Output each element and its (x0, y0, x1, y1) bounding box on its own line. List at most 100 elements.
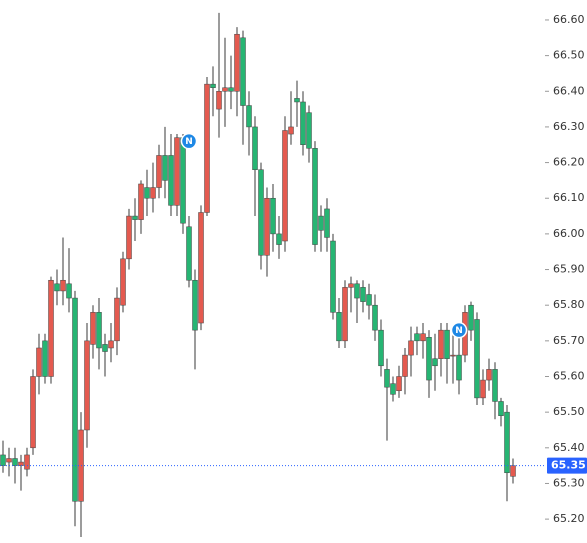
candle-body (288, 126, 294, 135)
candle-body (24, 454, 30, 470)
y-tick-label: 65.80 (553, 298, 585, 311)
candle-body (216, 91, 222, 110)
y-tick-label: 65.40 (553, 441, 585, 454)
candle-body (336, 312, 342, 342)
candle-body (396, 376, 402, 392)
news-marker-label: N (185, 137, 193, 147)
candle-body (96, 312, 102, 349)
y-tick-label: 65.30 (553, 476, 585, 489)
y-tick-label: 65.90 (553, 263, 585, 276)
candle-body (432, 358, 438, 367)
candle-body (378, 329, 384, 367)
candle-body (318, 215, 324, 231)
candle-body (342, 287, 348, 342)
current-price-label: 65.35 (551, 459, 586, 472)
candle-body (108, 340, 114, 349)
candle-body (270, 197, 276, 235)
candle-body (90, 312, 96, 345)
candle-body (456, 354, 462, 381)
y-tick-label: 66.20 (553, 156, 585, 169)
candle-body (42, 340, 48, 377)
candle-body (468, 304, 474, 331)
current-price-box (547, 457, 587, 474)
candle-body (174, 137, 180, 206)
y-tick-label: 65.50 (553, 405, 585, 418)
candle-body (414, 333, 420, 342)
candle-body (312, 148, 318, 245)
candle-body (204, 83, 210, 213)
candle-body (438, 329, 444, 359)
y-tick-label: 66.40 (553, 84, 585, 97)
candle-body (306, 112, 312, 149)
candle-body (144, 187, 150, 199)
y-tick-label: 66.50 (553, 49, 585, 62)
candle-body (126, 215, 132, 260)
candle-body (258, 169, 264, 256)
candle-body (372, 304, 378, 331)
candle-body (192, 279, 198, 331)
y-tick-label: 66.00 (553, 227, 585, 240)
candle-body (54, 283, 60, 292)
candle-body (402, 354, 408, 377)
candle-body (12, 458, 18, 466)
candle-body (420, 333, 426, 342)
candle-body (384, 369, 390, 388)
candle-body (390, 383, 396, 395)
candle-body (294, 98, 300, 103)
candle-body (132, 215, 138, 220)
candle-body (66, 283, 72, 299)
candle-body (426, 337, 432, 381)
candle-body (276, 233, 282, 245)
candle-body (48, 279, 54, 377)
candle-body (198, 212, 204, 324)
candle-body (408, 340, 414, 356)
candle-body (36, 347, 42, 377)
candle-body (186, 226, 192, 281)
candle-body (264, 197, 270, 256)
candle-body (348, 283, 354, 288)
candle-body (444, 329, 450, 359)
candle-body (120, 258, 126, 306)
y-tick-label: 65.60 (553, 369, 585, 382)
candle-body (498, 401, 504, 416)
candle-body (324, 208, 330, 238)
y-tick-label: 65.20 (553, 512, 585, 525)
candle-body (156, 155, 162, 188)
candle-body (102, 344, 108, 352)
news-marker-label: N (455, 326, 463, 336)
news-marker (450, 321, 468, 339)
candle-body (450, 354, 456, 357)
candle-body (150, 187, 156, 199)
candle-body (486, 369, 492, 381)
candle-body (72, 297, 78, 502)
y-tick-label: 66.30 (553, 120, 585, 133)
candle-body (0, 454, 6, 466)
candle-body (228, 87, 234, 92)
candle-body (168, 155, 174, 206)
candle-body (300, 101, 306, 146)
candle-body (246, 105, 252, 128)
candle-body (360, 287, 366, 302)
candle-body (84, 340, 90, 431)
candle-body (210, 83, 216, 88)
y-tick-label: 66.10 (553, 191, 585, 204)
candle-body (234, 33, 240, 92)
candle-body (510, 465, 516, 477)
candle-body (18, 461, 24, 466)
candle-body (138, 183, 144, 220)
candle-body (60, 279, 66, 292)
candle-body (492, 369, 498, 402)
candle-body (162, 155, 168, 181)
candle-body (504, 411, 510, 474)
candle-body (180, 137, 186, 224)
candle-body (114, 297, 120, 342)
candle-body (282, 130, 288, 242)
candle-body (222, 87, 228, 92)
candle-body (252, 126, 258, 170)
candle-body (480, 379, 486, 399)
y-tick-label: 66.60 (553, 13, 585, 26)
candle-body (354, 283, 360, 299)
y-tick-label: 65.70 (553, 334, 585, 347)
candle-body (30, 376, 36, 449)
